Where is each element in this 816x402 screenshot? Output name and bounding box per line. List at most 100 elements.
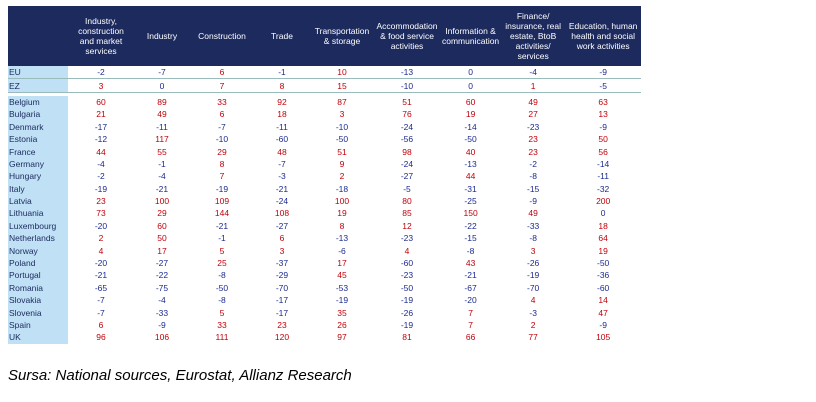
value-cell: 81 <box>402 332 412 343</box>
value-cell: 64 <box>598 233 608 244</box>
value-cell: -22 <box>155 270 169 281</box>
value-cell: -13 <box>374 66 440 80</box>
value-cell: 19 <box>465 109 476 120</box>
value-cell: -8 <box>529 233 537 244</box>
table-row: Estonia -12 117 -10 -60 -50 -56 -50 23 50 <box>8 132 641 146</box>
table-row: EU -2 -7 6 -1 10 -13 0 -4 -9 <box>8 66 642 80</box>
column-header: Industry <box>134 6 190 66</box>
row-label: Germany <box>8 157 68 171</box>
value-cell: -14 <box>597 158 610 169</box>
table-row: Belgium 60 89 33 92 87 51 60 49 63 <box>8 95 641 109</box>
value-cell: 21 <box>96 109 106 120</box>
value-cell: 4 <box>530 295 536 306</box>
value-cell: 0 <box>440 78 502 93</box>
value-cell: -26 <box>400 307 414 318</box>
value-cell: -7 <box>218 121 226 132</box>
column-header: Finance/ insurance, real estate, BtoB ac… <box>501 6 566 66</box>
row-label: EU <box>8 66 68 80</box>
value-cell: -19 <box>335 295 349 306</box>
value-cell: 49 <box>157 109 167 120</box>
value-cell: 0 <box>134 78 190 93</box>
data-table: Industry, construction and market servic… <box>8 6 642 344</box>
value-cell: -10 <box>215 134 229 145</box>
value-cell: -11 <box>276 121 288 132</box>
value-cell: 66 <box>465 332 476 343</box>
value-cell: -21 <box>94 270 108 281</box>
value-cell: 27 <box>528 109 538 120</box>
value-cell: -21 <box>464 270 477 281</box>
value-cell: 3 <box>279 245 285 256</box>
value-cell: 47 <box>598 307 608 318</box>
value-cell: -60 <box>275 134 289 145</box>
value-cell: -2 <box>529 158 537 169</box>
value-cell: -6 <box>338 245 346 256</box>
column-header: Accommodation & food service activities <box>374 6 440 66</box>
table-row: EZ 3 0 7 8 15 -10 0 1 -5 <box>8 78 642 93</box>
value-cell: -4 <box>158 171 166 182</box>
table-row: Lithuania 73 29 144 108 19 85 150 49 0 <box>8 207 641 220</box>
value-cell: -27 <box>155 258 169 269</box>
value-cell: 3 <box>339 109 345 120</box>
row-label: Slovakia <box>8 294 68 307</box>
value-cell: -21 <box>275 183 289 194</box>
value-cell: 120 <box>274 332 290 343</box>
value-cell: -19 <box>527 270 540 281</box>
row-label: UK <box>8 331 68 344</box>
value-cell: 13 <box>598 109 608 120</box>
value-cell: -19 <box>400 295 414 306</box>
row-label: EZ <box>8 78 68 93</box>
value-cell: -4 <box>501 66 566 80</box>
value-cell: -18 <box>335 183 349 194</box>
table-row: Portugal -21 -22 -8 -29 45 -23 -21 -19 -36 <box>8 269 641 282</box>
value-cell: -33 <box>527 220 540 231</box>
value-cell: 6 <box>219 109 225 120</box>
value-cell: 43 <box>465 258 476 269</box>
value-cell: 87 <box>337 96 347 107</box>
value-cell: 73 <box>96 208 106 219</box>
value-cell: 0 <box>440 66 502 80</box>
table-row: Romania -65 -75 -50 -70 -53 -50 -67 -70 -60 <box>8 281 641 295</box>
value-cell: -17 <box>275 307 289 318</box>
value-cell: 33 <box>217 320 227 330</box>
value-cell: -67 <box>464 282 477 293</box>
value-cell: 17 <box>157 245 167 256</box>
value-cell: -60 <box>597 282 610 293</box>
value-cell: 7 <box>468 307 473 318</box>
value-cell: -23 <box>400 270 414 281</box>
value-cell: -13 <box>464 158 477 169</box>
value-cell: 60 <box>96 96 106 107</box>
row-label: Bulgaria <box>8 108 68 121</box>
value-cell: 23 <box>96 196 106 207</box>
value-cell: -15 <box>464 233 477 244</box>
column-header: Information & communication <box>440 6 502 66</box>
value-cell: 98 <box>402 146 412 157</box>
value-cell: -21 <box>155 183 169 194</box>
value-cell: -1 <box>254 66 310 80</box>
table-row: Denmark -17 -11 -7 -11 -10 -24 -14 -23 -9 <box>8 120 641 133</box>
row-label: Netherlands <box>8 232 68 245</box>
value-cell: -27 <box>400 171 414 182</box>
row-label: Slovenia <box>8 306 68 319</box>
value-cell: 25 <box>217 258 227 269</box>
corner-cell <box>8 6 68 66</box>
value-cell: -10 <box>335 121 349 132</box>
value-cell: 3 <box>68 78 134 93</box>
value-cell: 17 <box>337 258 347 269</box>
column-header: Education, human health and social work … <box>565 6 642 66</box>
value-cell: 45 <box>337 270 347 281</box>
value-cell: -56 <box>400 134 414 145</box>
value-cell: 0 <box>600 208 606 219</box>
value-cell: 56 <box>598 146 608 157</box>
value-cell: -19 <box>400 320 414 330</box>
value-cell: -20 <box>94 258 108 269</box>
value-cell: 7 <box>219 171 225 182</box>
value-cell: 2 <box>530 320 536 330</box>
table-row: Germany -4 -1 8 -7 9 -24 -13 -2 -14 <box>8 157 641 171</box>
value-cell: -8 <box>466 245 475 256</box>
value-cell: -5 <box>565 78 642 93</box>
value-cell: -50 <box>597 258 610 269</box>
table-row: Slovakia -7 -4 -8 -17 -19 -19 -20 4 14 <box>8 294 641 307</box>
value-cell: -9 <box>529 196 537 207</box>
value-cell: -23 <box>527 121 540 132</box>
value-cell: -21 <box>215 220 229 231</box>
